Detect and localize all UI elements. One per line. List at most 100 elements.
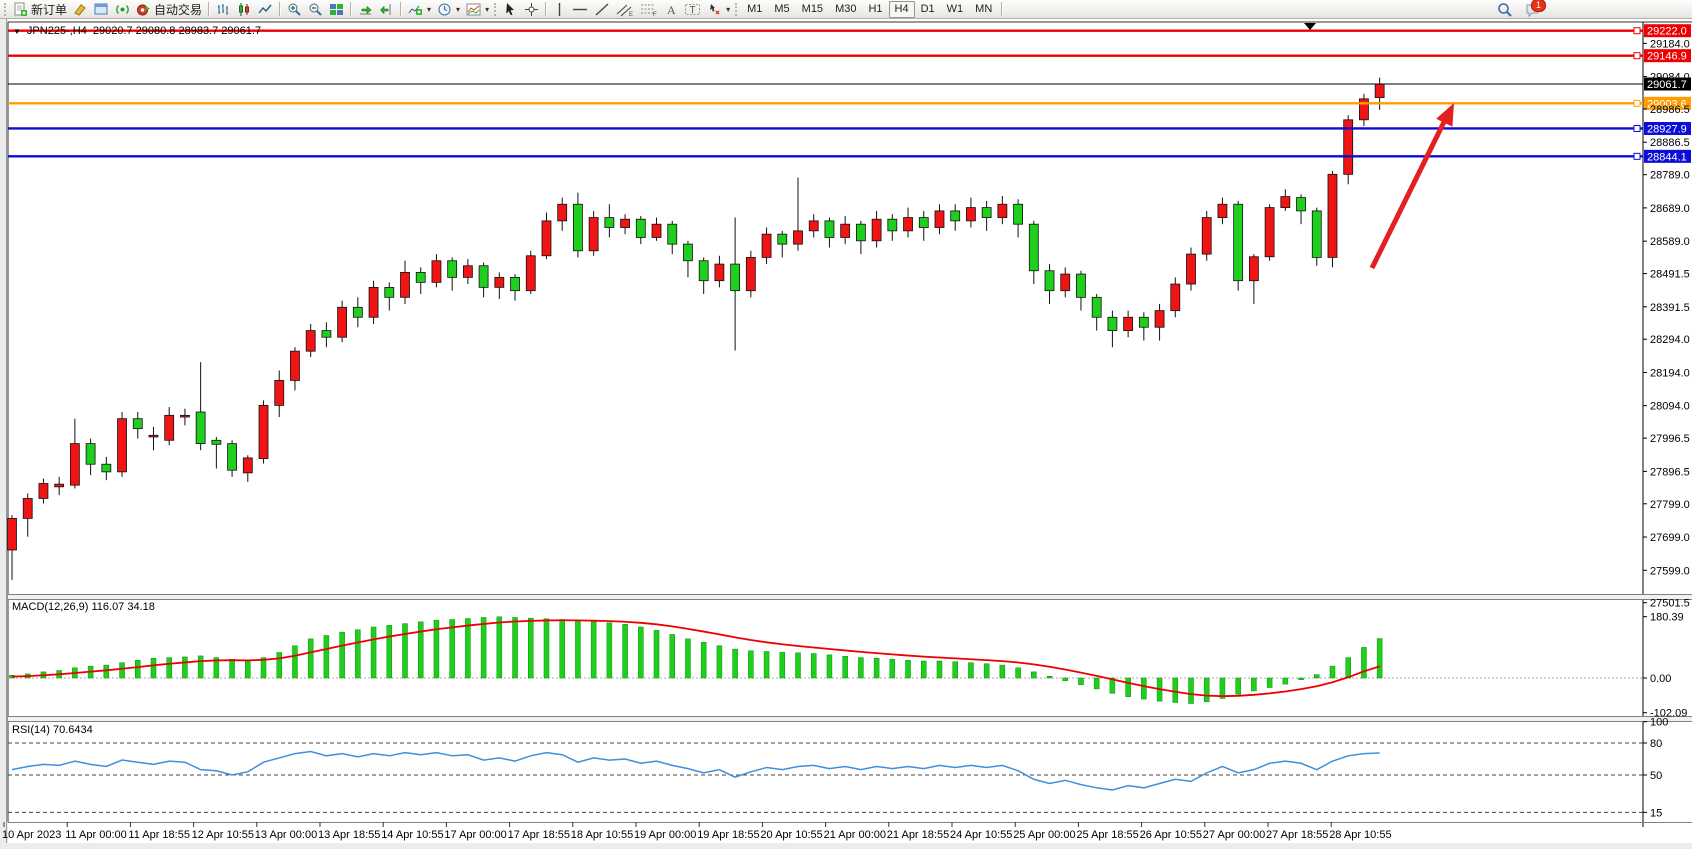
chart-symbol-period: JPN225-,H4 xyxy=(26,25,87,37)
time-axis-label: 12 Apr 10:55 xyxy=(192,829,254,841)
trendline-icon xyxy=(594,2,610,17)
chart-shift-marker-icon[interactable] xyxy=(1304,23,1316,30)
macd-histogram-bar xyxy=(685,638,691,679)
crosshair-button[interactable] xyxy=(521,1,542,18)
equidistant-channel-button[interactable]: E xyxy=(613,1,637,18)
panel-splitter[interactable] xyxy=(8,594,1692,600)
candle-body xyxy=(966,207,976,222)
candlestick-chart-button[interactable] xyxy=(234,1,255,18)
signals-button[interactable] xyxy=(112,1,133,18)
indicators-button[interactable]: ▾ xyxy=(405,1,434,18)
chart-shift-button[interactable] xyxy=(376,1,397,18)
macd-histogram-bar xyxy=(182,656,188,679)
market-depth-button[interactable] xyxy=(70,1,91,18)
timeframe-button-h4[interactable]: H4 xyxy=(888,0,915,18)
bar-chart-button[interactable] xyxy=(213,1,234,18)
panel-splitter[interactable] xyxy=(8,716,1692,722)
timeframe-button-mn[interactable]: MN xyxy=(975,2,993,15)
search-button[interactable] xyxy=(1494,1,1516,18)
price-line-badge xyxy=(1644,121,1691,135)
macd-histogram-bar xyxy=(559,619,565,679)
macd-histogram-bar xyxy=(512,617,518,679)
blue-window-icon xyxy=(94,2,109,17)
hline-drag-handle[interactable] xyxy=(1633,27,1641,35)
timeframe-button-d1[interactable]: D1 xyxy=(920,2,935,15)
hline-drag-handle[interactable] xyxy=(1633,124,1641,132)
text-button[interactable]: A xyxy=(661,1,681,18)
zoom-out-button[interactable] xyxy=(305,1,326,18)
macd-histogram-bar xyxy=(1251,677,1257,692)
candle-body xyxy=(1107,316,1118,331)
timeframe-button-m30[interactable]: M30 xyxy=(835,2,857,15)
candle-body xyxy=(494,276,505,288)
arrows-button[interactable]: ▾ xyxy=(704,1,733,18)
candle-body xyxy=(635,218,646,238)
toolbar-grip[interactable] xyxy=(735,2,738,16)
metaeditor-button[interactable] xyxy=(91,1,112,18)
candle-body xyxy=(431,260,442,283)
notifications-button[interactable]: 1 xyxy=(1522,0,1546,18)
candle-body xyxy=(840,223,851,238)
fibonacci-icon: F xyxy=(640,2,658,17)
new-order-button[interactable]: 新订单 xyxy=(10,1,70,18)
hline-drag-handle[interactable] xyxy=(1633,152,1641,160)
macd-histogram-bar xyxy=(936,660,943,679)
macd-histogram-bar xyxy=(386,625,393,679)
cursor-button[interactable] xyxy=(500,1,521,18)
macd-histogram-bar xyxy=(748,650,754,679)
fibonacci-button[interactable]: F xyxy=(637,1,661,18)
trend-arrow-line[interactable] xyxy=(1369,120,1447,270)
templates-button[interactable]: ▾ xyxy=(463,1,492,18)
zoom-in-button[interactable] xyxy=(284,1,305,18)
autotrading-button[interactable]: 自动交易 xyxy=(133,1,205,18)
line-chart-button[interactable] xyxy=(255,1,276,18)
toolbar-grip[interactable] xyxy=(4,2,6,16)
price-line-badge xyxy=(1644,24,1691,38)
candle-body xyxy=(698,260,709,282)
macd-histogram-bar xyxy=(1329,665,1336,679)
price-axis-tick-label: 28886.5 xyxy=(1650,137,1690,149)
auto-scroll-button[interactable] xyxy=(355,1,376,18)
time-axis-label: 27 Apr 00:00 xyxy=(1203,829,1265,841)
timeframe-button-h1[interactable]: H1 xyxy=(868,2,883,15)
horizontal-line-button[interactable] xyxy=(569,1,591,18)
chart-title: ▼ JPN225-,H4 29020.7 29080.8 28983.7 290… xyxy=(13,25,261,37)
candle-body xyxy=(824,220,835,238)
vertical-line-button[interactable] xyxy=(550,1,569,18)
timeframe-button-m1[interactable]: M1 xyxy=(747,2,763,15)
tile-windows-button[interactable] xyxy=(326,1,347,18)
candle-body xyxy=(258,404,269,459)
chart-canvas[interactable]: 29222.0 29146.9 29003.6 28927.9 28844.1 29061… xyxy=(0,19,1692,849)
timeframe-toolbar: M1 M5 M15 M30 H1 H4 D1 W1 MN xyxy=(741,0,998,18)
price-axis-tick-label: 28294.0 xyxy=(1650,334,1690,346)
candle-body xyxy=(1233,203,1244,282)
trendline-button[interactable] xyxy=(591,1,613,18)
candle-body xyxy=(997,203,1008,218)
price-axis-tick-label: 27996.5 xyxy=(1650,433,1690,445)
macd-histogram-bar xyxy=(1376,638,1383,679)
macd-histogram-bar xyxy=(669,634,675,679)
chart-expand-icon[interactable]: ▼ xyxy=(13,26,21,36)
hline-drag-handle[interactable] xyxy=(1633,99,1641,107)
timeframe-button-w1[interactable]: W1 xyxy=(946,2,964,15)
price-axis-tick-label: 27599.0 xyxy=(1650,565,1690,577)
toolbar-grip[interactable] xyxy=(494,2,497,16)
time-axis-label: 28 Apr 10:55 xyxy=(1329,829,1391,841)
hline-drag-handle[interactable] xyxy=(1633,52,1641,60)
macd-axis-tick-label: 0.00 xyxy=(1650,673,1671,685)
periods-button[interactable]: ▾ xyxy=(434,1,463,18)
text-label-button[interactable]: T xyxy=(681,1,704,18)
time-axis-label: 11 Apr 00:00 xyxy=(65,829,127,841)
candle-body xyxy=(164,414,175,441)
time-axis-label: 13 Apr 18:55 xyxy=(318,829,380,841)
candle-body xyxy=(117,418,127,473)
candlestick-chart-icon xyxy=(237,2,252,17)
macd-histogram-bar xyxy=(276,652,282,679)
candle-body xyxy=(1201,217,1212,255)
candle-body xyxy=(180,414,190,418)
timeframe-button-m5[interactable]: M5 xyxy=(774,2,790,15)
candle-body xyxy=(148,434,159,438)
candle-body xyxy=(211,439,222,445)
timeframe-button-m15[interactable]: M15 xyxy=(801,2,824,15)
macd-histogram-bar xyxy=(763,651,770,679)
